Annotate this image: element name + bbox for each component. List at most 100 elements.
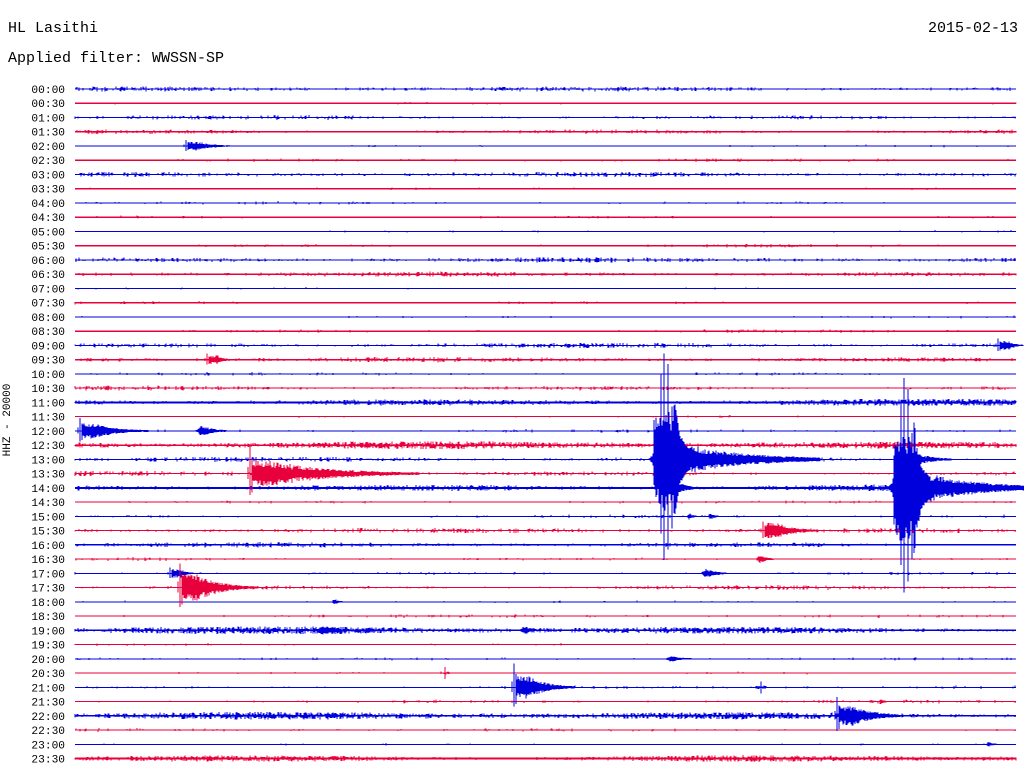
time-label: 21:00 (31, 683, 65, 695)
time-label: 10:30 (31, 384, 65, 396)
time-label: 04:30 (31, 213, 65, 225)
seismic-event (511, 663, 575, 707)
trace-row: 08:30 (31, 327, 1016, 339)
trace-row: 09:30 (31, 356, 1016, 368)
station-title: HL Lasithi (8, 20, 99, 37)
trace-row: 13:30 (31, 470, 1016, 482)
trace-row: 08:00 (31, 313, 1016, 325)
seismic-event (985, 742, 999, 747)
time-label: 13:30 (31, 470, 65, 482)
trace-row: 14:00 (31, 484, 1017, 496)
time-label: 16:00 (31, 541, 65, 553)
time-label: 03:00 (31, 171, 65, 183)
seismic-event (317, 469, 341, 479)
trace-row: 15:00 (31, 512, 1016, 524)
seismic-event (77, 417, 149, 442)
seismic-event (331, 599, 343, 604)
trace-row: 12:30 (31, 441, 1017, 453)
time-label: 07:30 (31, 299, 65, 311)
time-label: 12:30 (31, 441, 65, 453)
time-label: 18:30 (31, 612, 65, 624)
trace-row: 02:30 (31, 156, 1016, 168)
time-label: 19:00 (31, 626, 65, 638)
trace-row: 09:00 (31, 341, 1016, 353)
time-label: 20:30 (31, 669, 65, 681)
time-label: 11:00 (31, 398, 65, 410)
trace-row: 04:30 (31, 213, 1016, 225)
time-label: 10:00 (31, 370, 65, 382)
time-label: 19:30 (31, 641, 65, 653)
trace-row: 16:00 (31, 541, 1016, 553)
trace-row: 00:00 (31, 85, 1016, 97)
seismic-event (995, 338, 1024, 351)
date-label: 2015-02-13 (927, 20, 1018, 37)
trace-row: 17:30 (31, 584, 1016, 596)
time-label: 11:30 (31, 413, 65, 425)
trace-row: 21:30 (31, 698, 1016, 710)
time-label: 06:00 (31, 256, 65, 268)
trace-row: 13:00 (31, 455, 1016, 467)
time-label: 15:30 (31, 527, 65, 539)
trace-row: 06:30 (31, 270, 1017, 282)
seismic-event (204, 353, 231, 365)
seismic-event (760, 521, 819, 539)
trace-row: 04:00 (31, 199, 1016, 211)
time-label: 06:30 (31, 270, 65, 282)
time-label: 23:00 (31, 740, 65, 752)
seismic-event (755, 681, 767, 694)
trace-row: 20:30 (31, 669, 1016, 681)
trace-row: 19:30 (31, 641, 1016, 653)
trace-row: 00:30 (31, 99, 1017, 111)
time-label: 16:30 (31, 555, 65, 567)
trace-row: 05:00 (31, 227, 1016, 239)
seismic-event (707, 514, 721, 520)
filter-prefix: Applied filter: (8, 50, 144, 67)
trace-row: 23:30 (31, 755, 1017, 767)
seismic-event (177, 563, 258, 607)
trace-row: 01:30 (31, 128, 1017, 140)
trace-row: 15:30 (31, 527, 1016, 539)
trace-row: 07:30 (31, 299, 1016, 311)
seismic-event (887, 377, 1024, 593)
trace-row: 14:30 (31, 498, 1016, 510)
time-label: 21:30 (31, 698, 65, 710)
time-label: 13:00 (31, 455, 65, 467)
time-label: 14:30 (31, 498, 65, 510)
time-label: 00:00 (31, 85, 65, 97)
seismic-event (167, 567, 194, 579)
time-label: 17:30 (31, 584, 65, 596)
seismic-event (834, 696, 905, 731)
applied-filter-line: Applied filter: WWSSN-SP (8, 50, 224, 67)
seismic-event (440, 667, 450, 679)
trace-row: 10:00 (31, 370, 1016, 382)
seismic-event (665, 656, 692, 662)
time-label: 22:30 (31, 726, 65, 738)
seismic-event (364, 627, 380, 633)
trace-row: 18:00 (31, 598, 1016, 610)
time-label: 02:00 (31, 142, 65, 154)
seismic-event (314, 626, 361, 635)
time-label: 07:00 (31, 284, 65, 296)
time-label: 23:30 (31, 755, 65, 767)
seismic-event (183, 140, 233, 151)
trace-row: 12:00 (31, 427, 1016, 439)
time-label: 09:00 (31, 341, 65, 353)
trace-row: 19:00 (31, 626, 1016, 638)
time-label: 12:00 (31, 427, 65, 439)
trace-row: 16:30 (31, 555, 1016, 567)
time-label: 00:30 (31, 99, 65, 111)
trace-row: 03:30 (31, 185, 1016, 197)
time-label: 08:30 (31, 327, 65, 339)
trace-row: 10:30 (31, 384, 1016, 396)
trace-row: 23:00 (31, 740, 1016, 752)
seismic-event (647, 353, 821, 561)
trace-row: 01:00 (31, 114, 1016, 126)
time-label: 05:00 (31, 227, 65, 239)
filter-value: WWSSN-SP (152, 50, 225, 67)
seismic-event (519, 627, 543, 634)
trace-row: 11:30 (31, 413, 1016, 425)
time-label: 08:00 (31, 313, 65, 325)
trace-row: 22:30 (31, 726, 1016, 738)
seismic-event (668, 481, 698, 494)
